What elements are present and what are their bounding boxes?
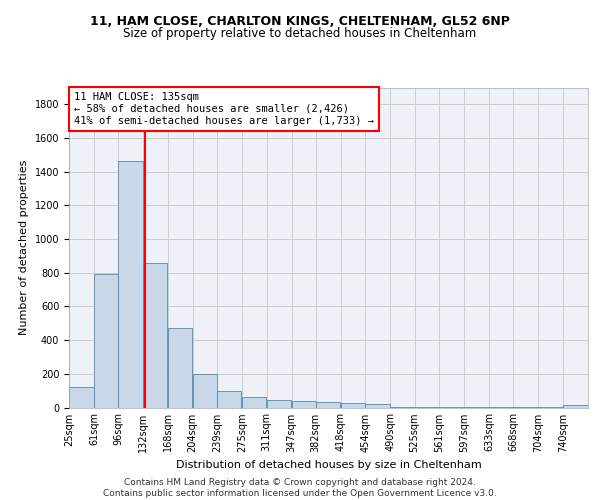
Bar bbox=[415, 406, 439, 408]
Bar bbox=[292, 401, 316, 407]
Bar bbox=[94, 274, 118, 407]
Bar bbox=[464, 407, 489, 408]
Bar bbox=[266, 400, 291, 407]
Bar bbox=[193, 374, 217, 408]
X-axis label: Distribution of detached houses by size in Cheltenham: Distribution of detached houses by size … bbox=[176, 460, 481, 470]
Bar bbox=[316, 402, 340, 407]
Text: 11 HAM CLOSE: 135sqm
← 58% of detached houses are smaller (2,426)
41% of semi-de: 11 HAM CLOSE: 135sqm ← 58% of detached h… bbox=[74, 92, 374, 126]
Bar bbox=[341, 404, 365, 407]
Text: Size of property relative to detached houses in Cheltenham: Size of property relative to detached ho… bbox=[124, 28, 476, 40]
Y-axis label: Number of detached properties: Number of detached properties bbox=[19, 160, 29, 335]
Bar bbox=[69, 388, 94, 407]
Bar bbox=[143, 262, 167, 408]
Bar bbox=[391, 406, 415, 408]
Text: 11, HAM CLOSE, CHARLTON KINGS, CHELTENHAM, GL52 6NP: 11, HAM CLOSE, CHARLTON KINGS, CHELTENHA… bbox=[90, 15, 510, 28]
Bar bbox=[168, 328, 193, 407]
Bar bbox=[217, 390, 241, 407]
Bar bbox=[439, 407, 464, 408]
Bar bbox=[118, 162, 143, 408]
Text: Contains HM Land Registry data © Crown copyright and database right 2024.
Contai: Contains HM Land Registry data © Crown c… bbox=[103, 478, 497, 498]
Bar bbox=[563, 405, 587, 407]
Bar bbox=[365, 404, 390, 407]
Bar bbox=[242, 396, 266, 407]
